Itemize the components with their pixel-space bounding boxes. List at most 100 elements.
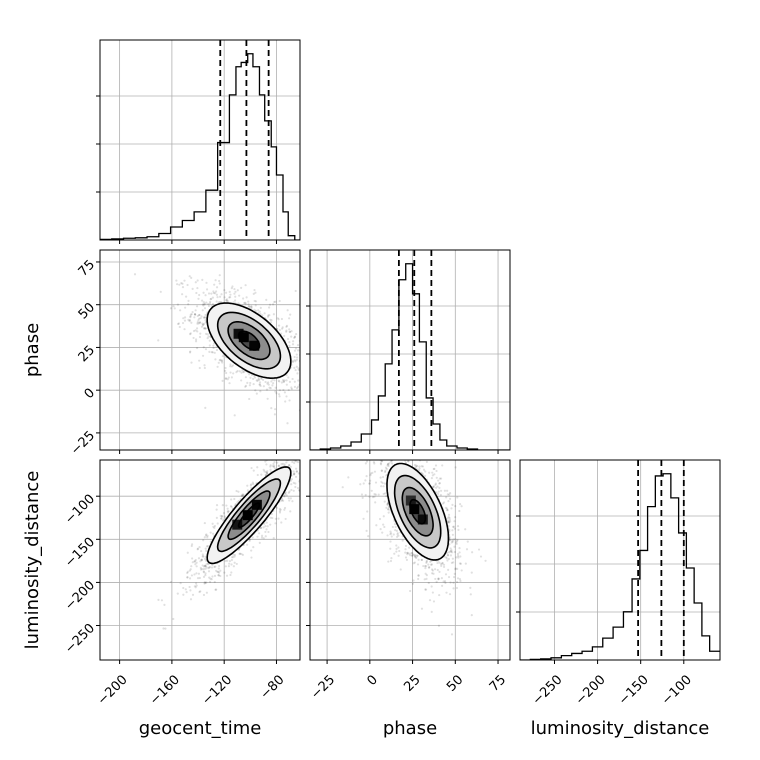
sample-point [424,588,428,591]
sample-point [434,464,438,467]
sample-point [280,332,283,335]
sample-point [385,506,388,509]
sample-point [204,294,207,297]
sample-point [307,368,309,370]
sample-point [301,443,303,445]
sample-point [449,491,452,495]
sample-point [458,551,461,554]
sample-point [204,327,207,330]
sample-point [265,528,268,531]
sample-point [200,315,203,318]
sample-point [364,456,366,458]
sample-point [380,460,384,463]
sample-point [404,424,406,426]
sample-point [424,445,426,447]
sample-point [232,364,235,367]
sample-point [211,296,215,299]
sample-point [437,492,440,496]
sample-point [277,464,280,467]
sample-point [201,278,204,281]
sample-point [449,520,452,523]
sample-point [198,590,201,594]
sample-point [448,497,452,500]
sample-point [200,559,203,562]
sample-point [411,554,414,557]
sample-point [257,378,260,381]
sample-point [271,465,274,468]
sample-point [296,372,299,375]
sample-point [452,525,455,528]
density-cell-0 [238,332,249,343]
sample-point [230,498,233,501]
sample-point [176,322,180,326]
sample-point [329,433,331,435]
sample-point [186,570,189,573]
sample-point [375,524,378,527]
sample-point [301,446,303,448]
sample-point [447,575,451,579]
sample-point [380,480,383,483]
sample-point [197,319,200,322]
sample-point [213,283,216,286]
sample-point [295,457,297,459]
sample-point [297,472,300,475]
sample-point [374,451,376,453]
sample-point [193,316,196,319]
sample-point [288,380,292,384]
sample-point [446,493,449,496]
y-tick-label-luminosity_distance: −250 [62,621,98,657]
panel-2-1: −25 0 25 50 75 [306,424,511,703]
sample-point [294,368,297,372]
sample-point [199,566,202,569]
sample-point [276,461,279,464]
sample-point [201,309,204,312]
sample-point [225,574,229,577]
sample-point [435,469,438,473]
sample-point [450,541,453,544]
sample-point [453,527,456,530]
sample-point [446,521,450,524]
sample-point [303,453,305,455]
sample-point [405,427,407,429]
sample-point [253,376,257,379]
sample-point [404,551,407,554]
sample-point [216,365,219,368]
sample-point [452,525,455,528]
sample-point [258,541,261,544]
sample-point [381,481,384,485]
sample-point [230,365,233,368]
sample-point [225,504,228,507]
panel-0-0 [96,39,301,244]
sample-point [231,285,234,288]
sample-point [229,293,232,296]
sample-point [240,494,243,498]
sample-point [257,376,260,379]
sample-point [203,302,206,305]
sample-point [281,462,285,465]
sample-point [217,570,220,573]
sample-point [453,550,456,554]
sample-point [237,490,240,493]
sample-point [178,283,181,286]
sample-point [188,577,192,580]
sample-point [172,617,175,621]
sample-point [477,548,481,551]
sample-point [416,554,419,557]
frame-1-1 [309,249,511,451]
sample-point [227,565,230,568]
sample-point [203,307,207,310]
sample-point [191,557,194,560]
sample-point [266,382,269,385]
sample-point [455,556,458,559]
sample-point [189,350,192,353]
sample-point [271,303,275,306]
sample-point [285,395,288,398]
sample-point [445,496,448,499]
panel-2-2: −250 −200 −150 −100 [516,459,721,708]
sample-point [232,556,235,559]
sample-point [285,374,288,377]
sample-point [289,510,292,513]
sample-point [250,305,253,308]
sample-point [432,485,435,488]
sample-point [198,335,202,339]
